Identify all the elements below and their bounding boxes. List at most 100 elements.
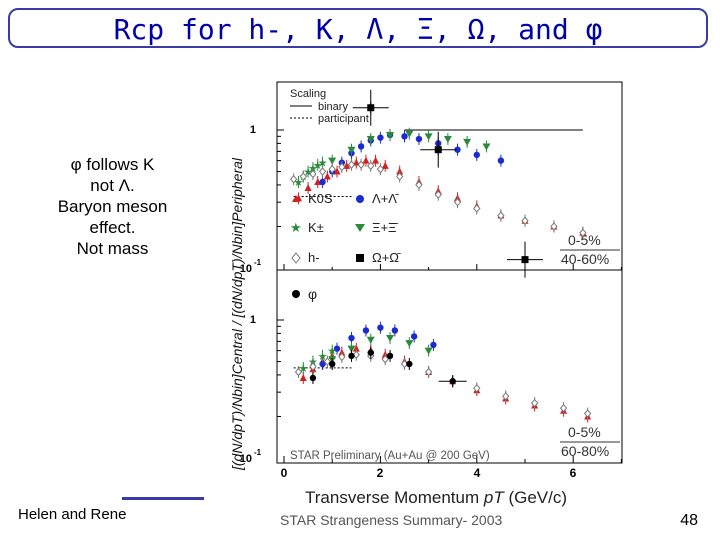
xtick-label: 4 [474,466,481,480]
xi-point [386,131,395,139]
lambda-point [333,345,341,352]
hminus-point [309,362,317,371]
hminus-point [521,216,529,226]
hminus-point [502,392,510,401]
xi-point [443,136,452,144]
omega-point [521,256,529,264]
legend-hminus-marker [291,252,301,264]
hminus-point [381,354,389,364]
hminus-point [367,161,375,171]
k0s-point [299,373,307,381]
lambda-point [362,327,370,334]
k0s-point [294,194,302,202]
legend-lambda-marker [356,195,364,203]
k0s-point [323,172,331,180]
top-centrality-upper: 0-5% [568,232,601,248]
xtick-label: 2 [377,466,384,480]
hminus-point [424,367,433,377]
k0s-point [372,156,380,164]
legend-omega-label: Ω+Ω̄ [372,250,401,265]
ytick-top-10: 10 [240,263,252,275]
lambda-point [410,333,418,340]
legend-binary-label: binary [318,101,348,113]
kstar-point: ★ [298,363,308,375]
species-legend: K0S Λ+Λ̄ ★ K± Ξ+Ξ̄ h- Ω+Ω̄ φ [290,191,401,302]
omega-point [367,104,375,112]
note-line: effect. [89,218,136,237]
legend-xi-label: Ξ+Ξ̄ [372,220,398,235]
xi-point [366,336,375,344]
legend-participant-label: participant [318,113,369,125]
note-line: φ follows K [70,155,155,174]
hminus-point [473,204,481,213]
phi-point [309,374,317,382]
xi-point [424,133,433,141]
xi-point [405,130,414,138]
x-axis-label-unit: (GeV/c) [508,488,567,507]
xi-point [405,340,414,348]
kstar-point: ★ [313,160,323,172]
xi-point [366,136,375,144]
lambda-point [357,143,365,150]
legend-phi-marker [292,290,300,298]
lambda-point [319,178,326,186]
lambda-point [377,324,384,331]
lambda-point [319,360,326,368]
legend-kstar-label: K± [308,220,324,235]
hminus-point [530,398,539,408]
note-line: Not mass [76,239,149,258]
lambda-point [454,146,461,153]
hminus-point [338,352,346,362]
hminus-point [415,180,423,190]
k0s-point [352,344,360,352]
lambda-point [415,135,423,143]
ytick-bottom-1: 1 [250,314,256,326]
legend-lambda-label: Λ+Λ̄ [372,191,399,206]
hminus-point [579,228,587,238]
lambda-point [473,151,480,159]
phi-point [449,378,456,385]
ytick-bottom-10: 10 [240,453,252,465]
note-line: Baryon meson [57,197,168,216]
hminus-point [318,167,327,176]
k0s-point [304,183,312,191]
hminus-point [396,172,404,181]
xi-point [347,345,356,353]
k0s-point [362,156,370,164]
legend-scaling-title: Scaling [290,88,326,100]
x-axis-label: Transverse Momentum pT (GeV/c) [305,488,567,507]
slide-title: Rcp for h-, K, Λ, Ξ, Ω, and φ [113,13,603,46]
legend-phi-label: φ [308,286,317,302]
xi-point [347,146,356,154]
ytick-top-exp: -1 [254,258,262,267]
top-centrality-lower: 40-60% [561,251,609,267]
lambda-point [391,327,399,334]
legend-xi-marker [355,224,365,232]
kstar-point: ★ [303,167,313,179]
kstar-point: ★ [318,351,328,363]
hminus-point [550,222,558,231]
note-line: not Λ. [90,176,135,195]
kstar-point: ★ [318,158,328,170]
footer-center-text: STAR Strangeness Summary- 2003 [280,512,503,528]
phi-point [386,352,394,360]
phi-point [329,360,336,368]
phi-point [367,349,374,356]
legend-k0s-label: K0S [308,191,333,206]
y-axis-label: [(dN/dpT)/Nbin]Central / [(dN/dpT)/Nbin]… [229,157,245,471]
phi-point [348,352,355,360]
hminus-point [309,169,317,179]
lambda-point [348,334,355,342]
bottom-panel-frame [276,269,623,464]
hminus-point [323,357,332,366]
annotation-note: φ follows K not Λ. Baryon meson effect. … [30,154,195,259]
k0s-point [352,158,360,166]
xi-point [386,335,395,343]
hminus-point [294,367,303,377]
preliminary-label: STAR Preliminary (Au+Au @ 200 GeV) [290,450,490,462]
footer-divider [122,497,204,500]
legend-kstar-marker: ★ [290,220,302,235]
hminus-point [352,350,360,360]
lambda-point [401,133,408,140]
